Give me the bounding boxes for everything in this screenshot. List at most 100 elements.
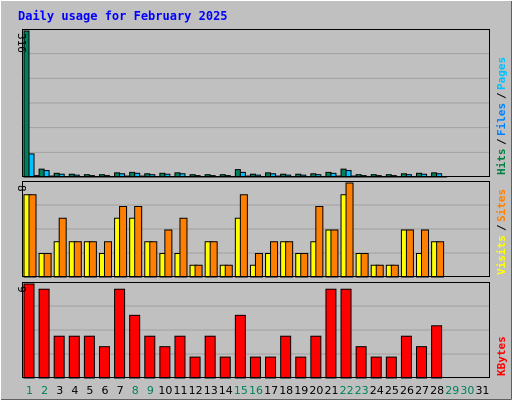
bar-visits-sites xyxy=(134,206,143,278)
bar-kbytes-kbytes xyxy=(310,335,322,379)
bar-kbytes-kbytes xyxy=(340,288,352,379)
bar-visits-sites xyxy=(345,182,354,278)
day-label: 31 xyxy=(475,384,489,397)
bar-kbytes-kbytes xyxy=(189,356,201,379)
bar-visits-sites xyxy=(300,253,309,278)
day-label: 23 xyxy=(355,384,369,397)
bar-kbytes-kbytes xyxy=(174,335,186,379)
day-label: 2 xyxy=(41,384,48,397)
day-label: 10 xyxy=(158,384,172,397)
bar-visits-sites xyxy=(330,229,339,278)
bar-visits-sites xyxy=(28,194,37,278)
day-label: 7 xyxy=(117,384,124,397)
bar-kbytes-kbytes xyxy=(265,356,277,379)
side-label-files: Files xyxy=(495,103,508,136)
day-label: 16 xyxy=(249,384,263,397)
bar-kbytes-kbytes xyxy=(98,346,110,379)
bar-hits-hits xyxy=(234,169,241,178)
day-label: 9 xyxy=(147,384,154,397)
day-label: 30 xyxy=(460,384,474,397)
bar-kbytes-kbytes xyxy=(370,356,382,379)
bar-visits-sites xyxy=(209,241,218,278)
side-label-sites: Sites xyxy=(495,189,508,222)
bar-visits-sites xyxy=(103,241,112,278)
plot-border-hits xyxy=(22,29,490,177)
side-label-kbytes: KBytes xyxy=(495,336,508,376)
bar-kbytes-kbytes xyxy=(129,314,141,379)
bar-kbytes-kbytes xyxy=(431,325,443,379)
side-label-hits: Hits xyxy=(495,149,508,176)
day-label: 15 xyxy=(234,384,248,397)
bar-hits-files xyxy=(28,153,35,178)
bar-hits-hits xyxy=(38,168,45,178)
bar-kbytes-kbytes xyxy=(280,335,292,379)
bar-kbytes-kbytes xyxy=(144,335,156,379)
bar-visits-sites xyxy=(73,241,82,278)
day-label: 25 xyxy=(385,384,399,397)
day-label: 11 xyxy=(174,384,188,397)
bar-visits-sites xyxy=(164,229,173,278)
bar-kbytes-kbytes xyxy=(400,335,412,379)
day-label: 6 xyxy=(102,384,109,397)
bar-visits-sites xyxy=(43,253,52,278)
bar-kbytes-kbytes xyxy=(325,288,337,379)
bar-visits-sites xyxy=(390,264,399,278)
bar-visits-sites xyxy=(360,253,369,278)
bar-visits-sites xyxy=(285,241,294,278)
bar-visits-sites xyxy=(270,241,279,278)
bar-visits-sites xyxy=(179,217,188,278)
day-label: 13 xyxy=(204,384,218,397)
day-label: 17 xyxy=(264,384,278,397)
day-label: 22 xyxy=(340,384,354,397)
day-label: 26 xyxy=(400,384,414,397)
day-label: 29 xyxy=(445,384,459,397)
bar-kbytes-kbytes xyxy=(23,283,35,379)
bar-kbytes-kbytes xyxy=(219,356,231,379)
bar-kbytes-kbytes xyxy=(83,335,95,379)
day-label: 5 xyxy=(86,384,93,397)
day-label: 24 xyxy=(370,384,384,397)
day-label: 12 xyxy=(189,384,203,397)
bar-visits-sites xyxy=(224,264,233,278)
bar-kbytes-kbytes xyxy=(159,346,171,379)
day-label: 18 xyxy=(279,384,293,397)
day-label: 20 xyxy=(309,384,323,397)
bar-kbytes-kbytes xyxy=(68,335,80,379)
bar-visits-sites xyxy=(239,194,248,278)
bar-visits-sites xyxy=(421,229,430,278)
side-label-slash: / xyxy=(495,138,508,145)
bar-visits-sites xyxy=(88,241,97,278)
bar-hits-hits xyxy=(340,168,347,178)
bar-kbytes-kbytes xyxy=(416,346,428,379)
day-label: 21 xyxy=(324,384,338,397)
bar-kbytes-kbytes xyxy=(53,335,65,379)
day-label: 14 xyxy=(219,384,233,397)
bar-kbytes-kbytes xyxy=(114,288,126,379)
bar-visits-sites xyxy=(405,229,414,278)
bar-kbytes-kbytes xyxy=(385,356,397,379)
ymax-label-hits: 316 xyxy=(15,33,28,53)
bar-visits-sites xyxy=(58,217,67,278)
day-label: 3 xyxy=(56,384,63,397)
bar-visits-sites xyxy=(194,264,203,278)
bar-visits-sites xyxy=(436,241,445,278)
day-label: 1 xyxy=(26,384,33,397)
bar-kbytes-kbytes xyxy=(38,288,50,379)
ymax-label-visits: 8 xyxy=(15,185,28,192)
bar-kbytes-kbytes xyxy=(249,356,261,379)
bar-kbytes-kbytes xyxy=(355,346,367,379)
bar-visits-sites xyxy=(149,241,158,278)
bar-hits-hits xyxy=(23,30,30,178)
day-label: 19 xyxy=(294,384,308,397)
day-label: 4 xyxy=(71,384,78,397)
day-label: 28 xyxy=(430,384,444,397)
side-label-slash: / xyxy=(495,92,508,99)
bar-kbytes-kbytes xyxy=(204,335,216,379)
bar-kbytes-kbytes xyxy=(295,356,307,379)
side-label-slash: / xyxy=(495,224,508,231)
bar-visits-sites xyxy=(375,264,384,278)
bar-visits-sites xyxy=(254,253,263,278)
side-label-visits: Visits xyxy=(495,235,508,275)
